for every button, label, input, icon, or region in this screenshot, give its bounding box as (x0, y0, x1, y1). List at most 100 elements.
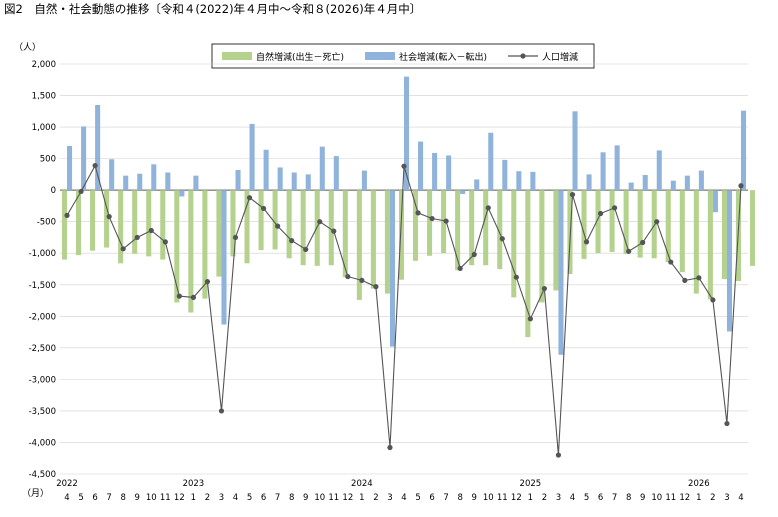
y-axis-unit: （人） (14, 42, 41, 53)
x-tick-month: 9 (471, 493, 476, 503)
population-change-point (668, 259, 674, 265)
x-tick-month: 6 (92, 493, 97, 503)
population-change-point (246, 195, 253, 201)
social-change-bar (221, 190, 227, 325)
population-change-point (485, 205, 491, 211)
x-tick-month: 3 (387, 493, 392, 503)
population-change-point (654, 219, 660, 225)
natural-change-bar (707, 190, 713, 300)
natural-change-bar (104, 190, 110, 248)
natural-change-bar (300, 190, 306, 266)
natural-change-bar (553, 190, 559, 291)
x-tick-year: 2026 (688, 479, 710, 489)
population-change-point (78, 188, 84, 195)
social-change-bar (291, 172, 297, 191)
x-tick-month: 5 (584, 493, 589, 503)
population-change-point (597, 210, 604, 217)
population-change-point (359, 277, 365, 283)
natural-change-bar (384, 190, 390, 294)
x-tick-labels: 4 5 6 7 8 9 10 11 12 1 2 3 4 5 6 7 8 9 10 11 12 1 2 3 4 5 6 7 8 9 10 11… (56, 479, 743, 503)
natural-change-bar (132, 190, 138, 254)
social-change-bar (333, 156, 339, 191)
social-change-bar (179, 190, 185, 197)
social-change-bar (193, 175, 199, 191)
social-change-bar (740, 110, 747, 191)
y-tick-label: -2,500 (29, 344, 56, 354)
x-tick-month: 8 (120, 493, 125, 503)
y-tick-label: -3,500 (29, 407, 56, 417)
population-change-line (64, 162, 744, 458)
social-change-bar (249, 123, 255, 191)
x-tick-month: 9 (640, 493, 645, 503)
natural-change-bar (623, 190, 629, 254)
legend: 自然増減(出生－死亡) 社会増減(転入－転出) 人口増減 (211, 43, 595, 69)
x-tick-month: 9 (135, 493, 140, 503)
natural-change-bar (188, 190, 194, 313)
natural-change-bar (665, 190, 671, 263)
x-tick-month: 1 (528, 493, 533, 503)
population-change-point (569, 191, 576, 198)
x-tick-month: 12 (511, 493, 522, 503)
x-tick-month: 6 (261, 493, 266, 503)
legend-label-total: 人口増減 (542, 51, 578, 63)
population-change-point (106, 214, 112, 220)
natural-change-bar (525, 190, 531, 338)
social-change-bar (698, 170, 704, 191)
natural-change-bar (581, 190, 587, 259)
natural-change-bar (258, 190, 264, 251)
y-tick-label: -1,500 (29, 281, 56, 291)
population-change-point (555, 452, 562, 458)
x-tick-month: 10 (314, 493, 325, 503)
natural-change-bar (679, 190, 685, 273)
natural-change-bar (441, 190, 447, 254)
population-change-point (64, 212, 70, 218)
social-change-bar (600, 152, 606, 191)
x-tick-month: 8 (626, 493, 631, 503)
social-change-bar (516, 171, 522, 191)
population-change-point (696, 275, 702, 281)
population-change-point (612, 205, 618, 211)
social-change-bar (670, 180, 676, 191)
natural-change-bar (427, 190, 433, 256)
population-change-point (401, 163, 407, 169)
population-change-point (457, 265, 463, 271)
social-change-bar (614, 145, 620, 191)
social-change-bar (67, 146, 73, 191)
y-tick-label: 500 (40, 155, 56, 165)
population-change-point (232, 234, 239, 241)
x-tick-month: 2 (205, 493, 210, 503)
natural-change-bar (511, 190, 517, 298)
x-tick-year: 2023 (183, 479, 205, 489)
y-tick-label: -1,000 (29, 249, 56, 259)
chart-title: 図2 自然・社会動態の推移〔令和４(2022)年４月中～令和８(2026)年４月… (4, 2, 421, 16)
natural-change-bar (412, 190, 419, 261)
x-tick-month: 5 (247, 493, 252, 503)
population-change-point (527, 316, 533, 322)
social-change-bar (502, 159, 508, 191)
x-tick-month: 1 (696, 493, 701, 503)
natural-change-bar (174, 190, 180, 303)
population-change-point (148, 227, 154, 234)
y-tick-label: 1,500 (32, 92, 56, 102)
natural-change-bar (342, 190, 348, 278)
natural-change-bar (328, 190, 334, 266)
natural-change-bar (483, 190, 489, 266)
population-change-point (176, 293, 182, 299)
x-tick-month: 6 (598, 493, 603, 503)
population-change-point (289, 238, 295, 244)
natural-change-bar (90, 190, 96, 251)
x-tick-month: 8 (457, 493, 462, 503)
natural-change-bar (216, 190, 222, 277)
x-tick-month: 6 (429, 493, 434, 503)
social-change-bar (109, 159, 115, 191)
social-change-bar (558, 190, 564, 355)
social-change-bar (235, 169, 241, 191)
population-change-point (724, 420, 730, 427)
natural-change-bar (749, 190, 756, 266)
population-change-point (373, 284, 379, 290)
y-tick-label: -500 (37, 218, 56, 228)
x-tick-month: 11 (665, 493, 676, 503)
x-tick-month: 12 (679, 493, 690, 503)
natural-change-bar (61, 190, 68, 260)
natural-change-bar (651, 190, 657, 259)
